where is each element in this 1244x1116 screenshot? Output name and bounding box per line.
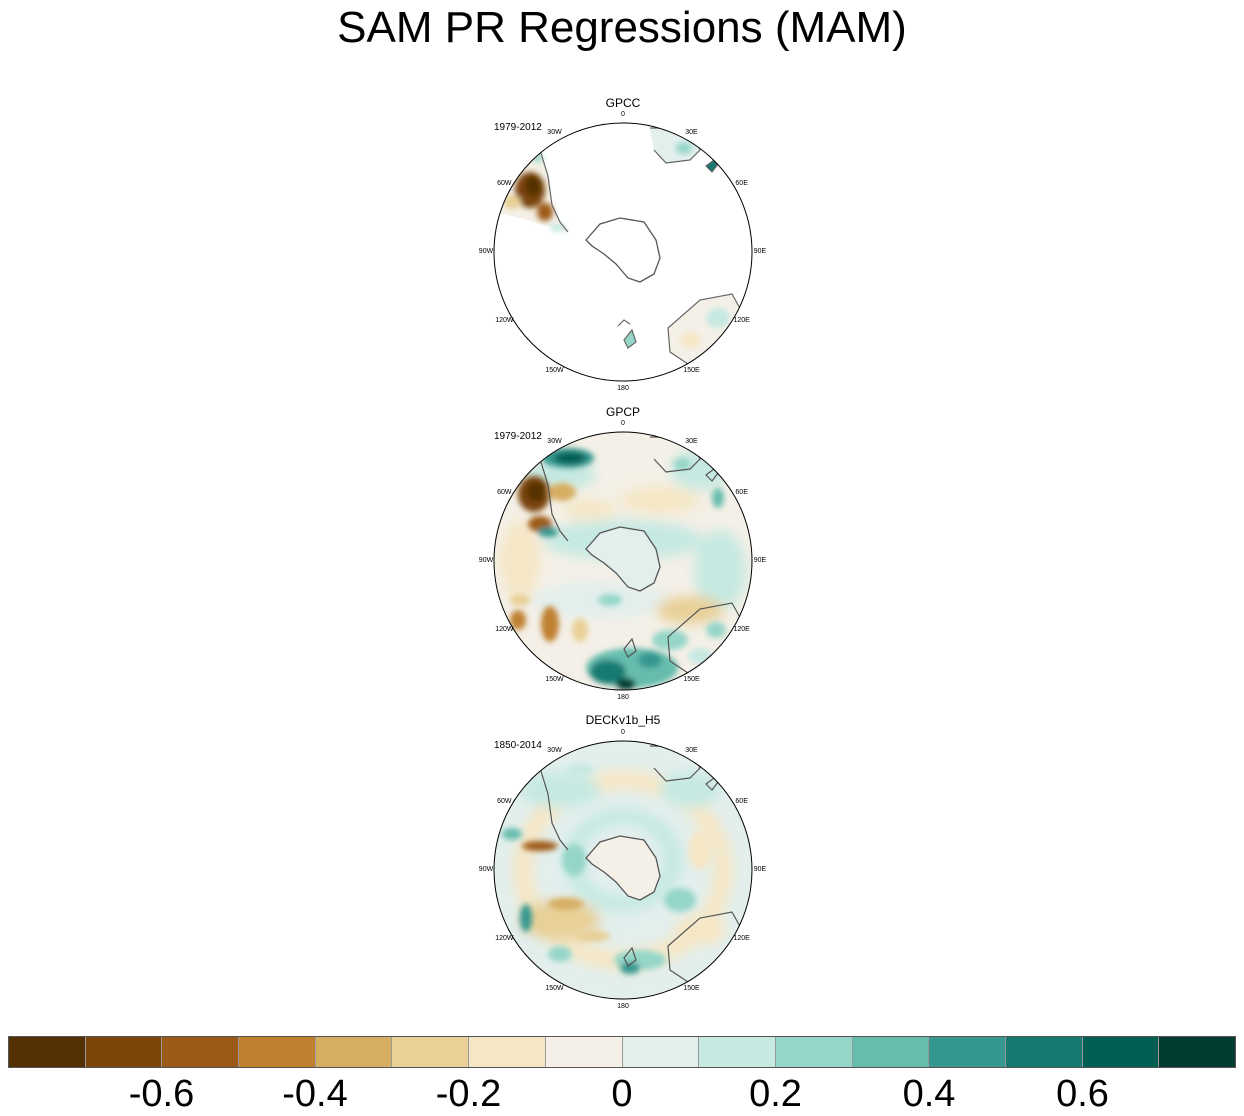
lon-label: 90W [478,866,494,873]
antarctica-coastline [585,835,661,901]
lon-label: 150E [683,366,700,374]
lon-label: 120W [495,316,514,324]
lon-label: 90W [478,557,494,564]
lon-label: 150W [545,675,564,683]
map-border [493,740,753,1000]
lon-label: 150E [683,675,700,683]
lon-label: 120E [733,934,750,942]
colorbar [8,1036,1236,1068]
lon-label: 0 [621,420,625,427]
antarctica-coastline [585,217,661,283]
polar-map-gpcc [493,122,753,382]
lon-label: 30W [547,129,562,137]
colorbar-segment [1005,1037,1083,1067]
colorbar-segment [775,1037,853,1067]
figure-title: SAM PR Regressions (MAM) [337,3,907,52]
colorbar-segment [852,1037,930,1067]
panel-title-deckv1b-h5: DECKv1b_H5 [585,713,661,727]
lon-label: 60W [497,179,512,187]
maps-canvas [493,122,753,1000]
lon-label: 30E [685,747,698,755]
colorbar-segment [162,1037,240,1067]
map-border [493,431,753,691]
lon-label: 120W [495,625,514,633]
lon-label: 0 [621,111,625,118]
colorbar-tick-label: -0.2 [435,1073,502,1115]
lon-label: 60W [497,488,512,496]
colorbar-segment [545,1037,623,1067]
lon-label: 180 [617,1003,629,1010]
polar-map-deckv1b-h5 [493,740,753,1000]
lon-label: 180 [617,694,629,701]
lon-label: 180 [617,385,629,392]
lon-label: 90E [753,557,767,564]
lon-label: 150W [545,984,564,992]
colorbar-segment [9,1037,86,1067]
colorbar-segment [469,1037,546,1067]
lon-label: 60W [497,797,512,805]
period-label-gpcp: 1979-2012 [494,431,542,442]
colorbar-tick-label: -0.4 [282,1073,348,1115]
lon-label: 0 [621,729,625,736]
lon-label: 30E [685,438,698,446]
lon-label: 120E [733,316,750,324]
colorbar-tick-label: 0.2 [749,1073,802,1115]
panel-title-gpcc: GPCC [605,96,641,110]
colorbar-segment [929,1037,1006,1067]
colorbar-tick-label: 0.6 [1056,1073,1109,1115]
colorbar-segment [1082,1037,1160,1067]
lon-label: 90W [478,248,494,255]
precip-field [494,436,746,690]
lon-label: 120E [733,625,750,633]
antarctica-coastline [585,526,661,592]
lon-label: 120W [495,934,514,942]
colorbar-segment [699,1037,776,1067]
lon-label: 60E [735,797,748,805]
lon-label: 90E [753,866,767,873]
colorbar-segment [622,1037,700,1067]
colorbar-segment [1159,1037,1235,1067]
polar-map-gpcp [493,431,753,691]
lon-label: 30W [547,747,562,755]
colorbar-tick-label: -0.6 [128,1073,195,1115]
map-border [493,122,753,382]
colorbar-segment [392,1037,470,1067]
panel-title-gpcp: GPCP [605,405,640,419]
lon-label: 60E [735,488,748,496]
colorbar-tick-label: 0.4 [902,1073,956,1115]
colorbar-segment [315,1037,393,1067]
period-label-gpcc: 1979-2012 [494,122,542,133]
colorbar-tick-label: 0 [611,1073,633,1115]
lon-label: 30W [547,438,562,446]
lon-label: 150W [545,366,564,374]
period-label-deckv1b-h5: 1850-2014 [494,740,542,751]
lon-label: 60E [735,179,748,187]
lon-label: 30E [685,129,698,137]
colorbar-segment [239,1037,316,1067]
colorbar-segment [85,1037,163,1067]
lon-label: 150E [683,984,700,992]
lon-label: 90E [753,248,767,255]
